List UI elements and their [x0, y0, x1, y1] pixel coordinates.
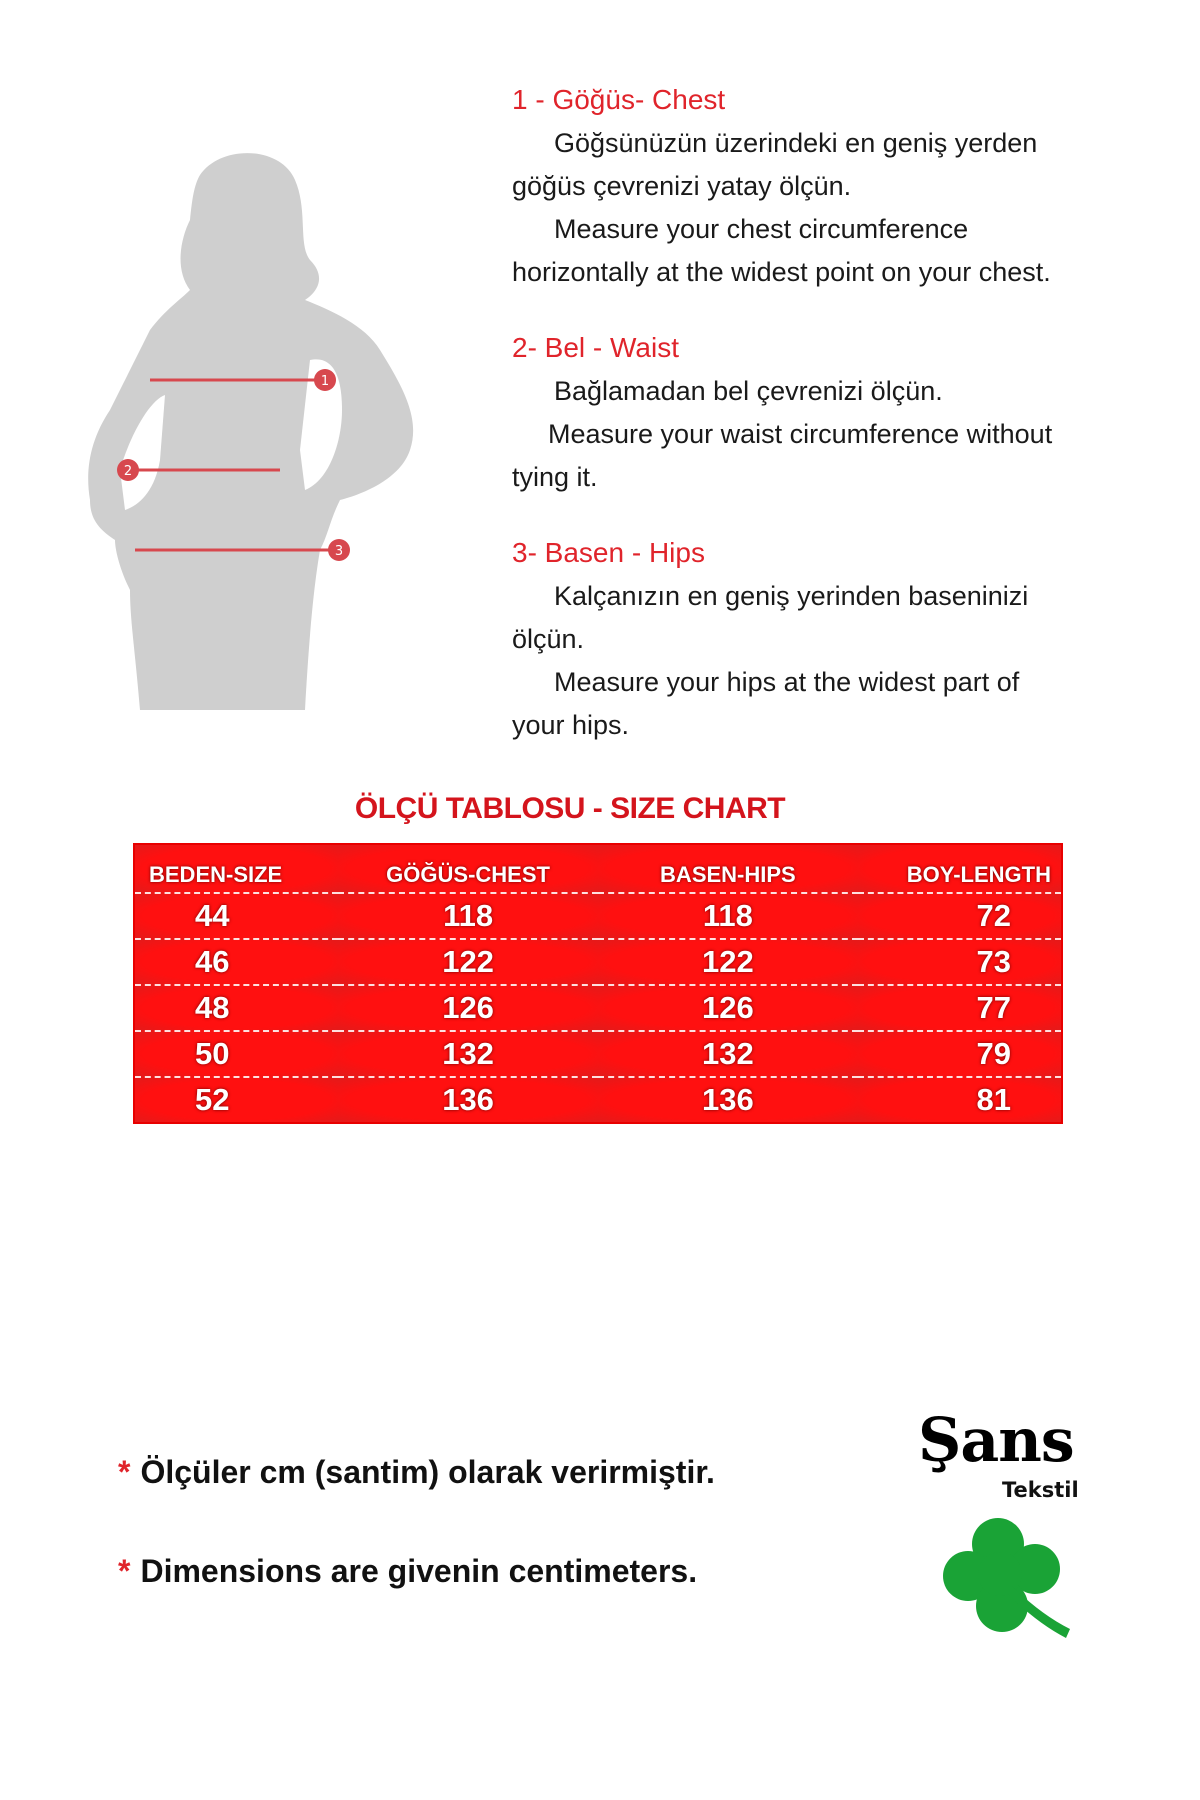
tr-text: Göğsünüzün üzerindeki en geniş yerden [554, 128, 1038, 158]
cell-hips: 136 [597, 1077, 858, 1124]
section-chest: 1 - Göğüs- Chest Göğsünüzün üzerindeki e… [512, 78, 1192, 294]
clover-icon [943, 1518, 1070, 1638]
note-turkish: * Ölçüler cm (santim) olarak verirmiştir. [118, 1452, 715, 1492]
table-row: 52 136 136 81 [134, 1077, 1062, 1124]
brand-logo: Şans Tekstil [910, 1410, 1110, 1650]
tr-text: Kalçanızın en geniş yerinden baseninizi [554, 581, 1029, 611]
header-chest: GÖĞÜS-CHEST [338, 844, 598, 894]
size-chart-table: BEDEN-SIZE GÖĞÜS-CHEST BASEN-HIPS BOY-LE… [133, 843, 1063, 1124]
cell-length: 72 [857, 893, 1062, 940]
header-length: BOY-LENGTH [857, 844, 1062, 894]
table-row: 46 122 122 73 [134, 939, 1062, 986]
measurement-instructions: 1 - Göğüs- Chest Göğsünüzün üzerindeki e… [512, 78, 1192, 779]
table-row: 48 126 126 77 [134, 985, 1062, 1032]
cell-length: 73 [857, 939, 1062, 986]
tr-text-cont: ölçün. [512, 624, 585, 654]
en-text: Measure your hips at the widest part of [554, 667, 1020, 697]
tr-text: Bağlamadan bel çevrenizi ölçün. [554, 376, 943, 406]
table-row: 44 118 118 72 [134, 893, 1062, 940]
silhouette-shape [88, 153, 414, 711]
cell-length: 77 [857, 985, 1062, 1032]
section-title: 1 - Göğüs- Chest [512, 84, 726, 115]
cell-chest: 132 [338, 1031, 598, 1078]
cell-hips: 132 [597, 1031, 858, 1078]
note-en-text: Dimensions are givenin centimeters. [140, 1553, 698, 1589]
section-hips: 3- Basen - Hips Kalçanızın en geniş yeri… [512, 531, 1192, 747]
cell-hips: 126 [597, 985, 858, 1032]
cell-chest: 136 [338, 1077, 598, 1124]
header-hips: BASEN-HIPS [597, 844, 858, 894]
marker-1-icon [314, 369, 336, 391]
tr-text-cont: göğüs çevrenizi yatay ölçün. [512, 171, 852, 201]
cell-size: 50 [134, 1031, 339, 1078]
table-row: 50 132 132 79 [134, 1031, 1062, 1078]
cell-chest: 126 [338, 985, 598, 1032]
cell-length: 79 [857, 1031, 1062, 1078]
marker-2-label: 2 [124, 464, 132, 479]
header-size: BEDEN-SIZE [134, 844, 339, 894]
asterisk: * [118, 1553, 131, 1589]
cell-size: 44 [134, 893, 339, 940]
size-chart-title: ÖLÇÜ TABLOSU - SIZE CHART [354, 792, 786, 825]
cell-hips: 118 [597, 893, 858, 940]
section-title: 2- Bel - Waist [512, 332, 679, 363]
en-text-cont: horizontally at the widest point on your… [512, 257, 1051, 287]
section-title: 3- Basen - Hips [512, 537, 705, 568]
cell-chest: 118 [338, 893, 598, 940]
note-tr-text: Ölçüler cm (santim) olarak verirmiştir. [140, 1454, 715, 1490]
marker-3-label: 3 [335, 544, 343, 559]
logo-name: Şans [918, 1406, 1075, 1476]
en-text-cont: your hips. [512, 710, 630, 740]
cell-size: 46 [134, 939, 339, 986]
cell-chest: 122 [338, 939, 598, 986]
logo-subtitle: Tekstil [1002, 1478, 1079, 1502]
cell-size: 48 [134, 985, 339, 1032]
marker-1-label: 1 [321, 374, 329, 389]
en-text: Measure your waist circumference without [548, 419, 1053, 449]
table-header-row: BEDEN-SIZE GÖĞÜS-CHEST BASEN-HIPS BOY-LE… [134, 844, 1062, 894]
cell-length: 81 [857, 1077, 1062, 1124]
silhouette-arm-gap-right [300, 359, 342, 490]
note-english: * Dimensions are givenin centimeters. [118, 1551, 697, 1591]
en-text-cont: tying it. [512, 462, 598, 492]
en-text: Measure your chest circumference [554, 214, 969, 244]
body-silhouette-figure: 1 2 3 [88, 153, 414, 711]
marker-3-icon [328, 539, 350, 561]
marker-2-icon [117, 459, 139, 481]
silhouette-arm-gap-left [120, 395, 165, 510]
section-waist: 2- Bel - Waist Bağlamadan bel çevrenizi … [512, 326, 1192, 499]
cell-size: 52 [134, 1077, 339, 1124]
asterisk: * [118, 1454, 131, 1490]
cell-hips: 122 [597, 939, 858, 986]
